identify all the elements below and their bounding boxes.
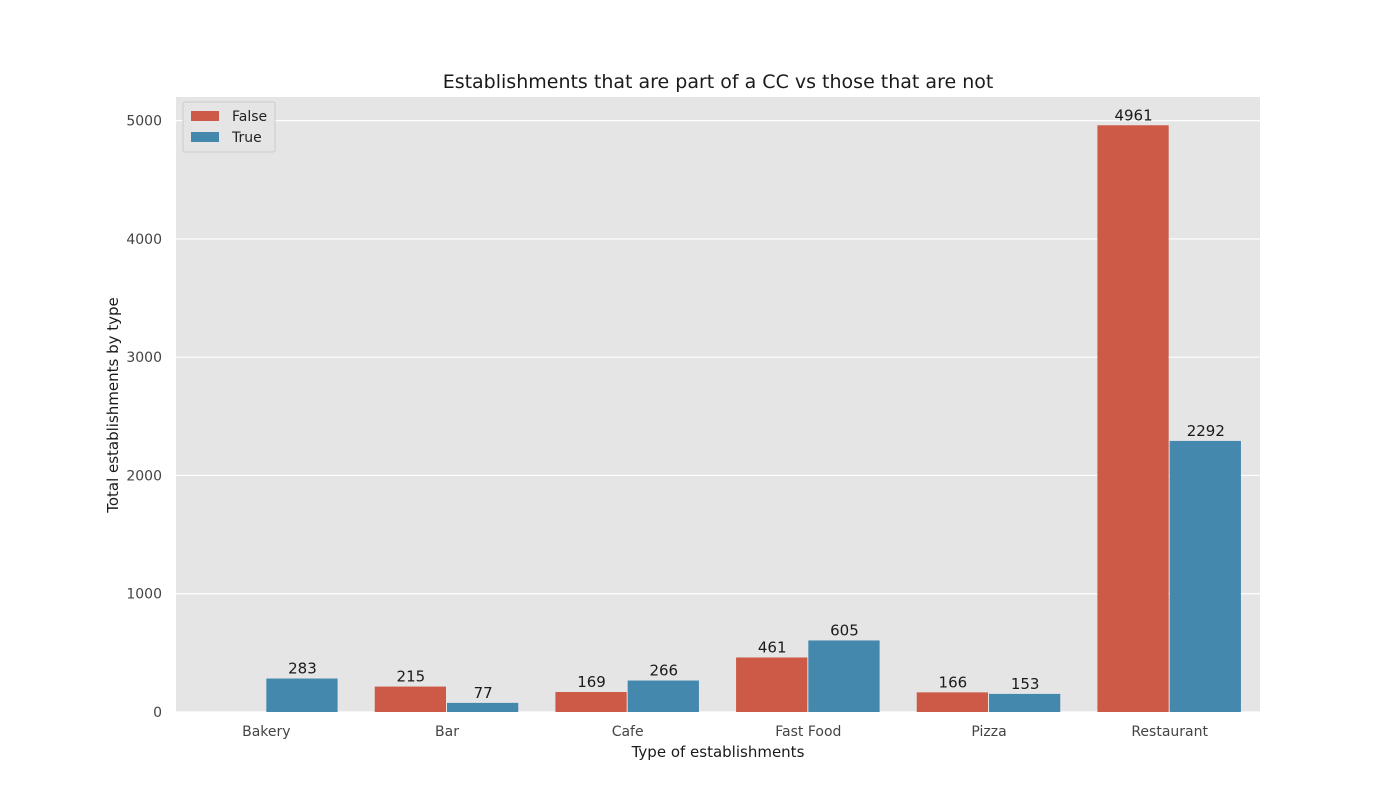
y-tick-label: 4000 [126,232,162,248]
bar-false-restaurant [1097,125,1169,712]
x-tick-label: Fast Food [775,724,841,740]
y-tick-labels: 0 1000 2000 3000 4000 5000 [126,114,162,721]
data-label: 266 [649,662,678,680]
legend-label-true: True [231,130,262,146]
data-labels: 283 215 77 169 266 461 605 166 153 4961 2292 [288,106,1225,702]
y-tick-label: 1000 [126,587,162,603]
legend: False True [182,101,276,153]
bar-false-fast-food [736,657,808,712]
bar-true-bar [447,702,519,712]
bar-true-pizza [989,693,1061,712]
bar-true-fast-food [808,640,880,712]
legend-label-false: False [232,109,267,125]
bar-true-bakery [266,678,338,712]
x-tick-label: Cafe [612,724,644,740]
y-tick-label: 0 [153,705,162,721]
y-tick-label: 5000 [126,114,162,130]
bar-true-restaurant [1169,440,1241,712]
data-label: 169 [577,673,606,691]
data-label: 215 [397,668,426,686]
gridlines [176,120,1260,713]
bar-false-bar [374,686,446,712]
bars [266,125,1241,712]
x-tick-label: Bar [435,724,459,740]
x-axis-label: Type of establishments [631,743,805,761]
y-tick-label: 3000 [126,350,162,366]
bar-false-pizza [916,692,988,712]
y-tick-label: 2000 [126,468,162,484]
x-tick-label: Bakery [242,724,290,740]
y-axis-label: Total establishments by type [104,297,122,514]
data-label: 4961 [1114,106,1152,124]
data-label: 77 [474,684,493,702]
data-label: 153 [1011,675,1040,693]
legend-swatch-true [191,132,219,142]
plot-background [176,97,1260,712]
data-label: 605 [830,621,859,639]
legend-swatch-false [191,111,219,121]
x-tick-label: Restaurant [1131,724,1208,740]
bar-false-cafe [555,692,627,712]
data-label: 461 [758,638,787,656]
data-label: 2292 [1187,422,1225,440]
chart-title: Establishments that are part of a CC vs … [443,71,994,93]
bar-true-cafe [627,680,699,712]
data-label: 283 [288,660,317,678]
x-tick-label: Pizza [971,724,1006,740]
data-label: 166 [939,673,968,691]
x-tick-labels: Bakery Bar Cafe Fast Food Pizza Restaurant [242,724,1208,740]
